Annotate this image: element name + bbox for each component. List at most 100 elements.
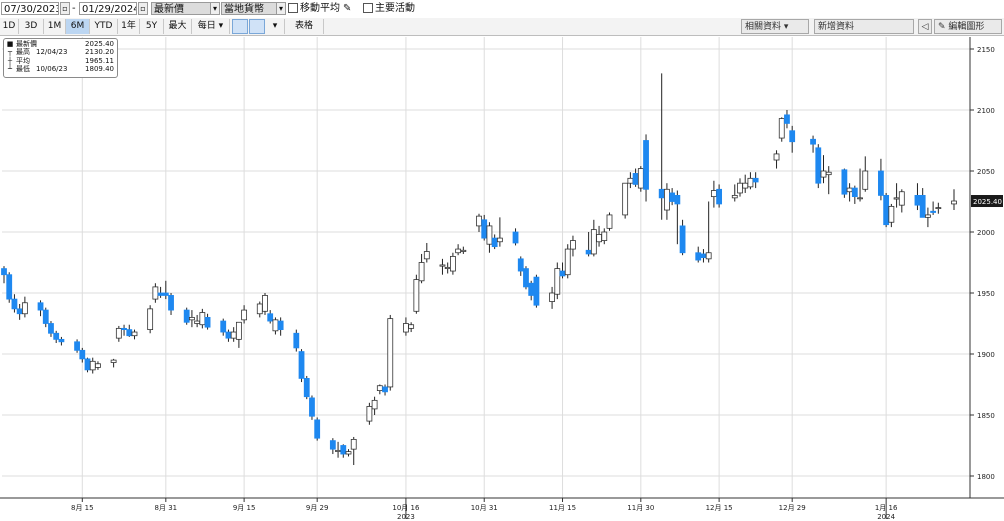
candle-body (820, 170, 827, 178)
candle-down (84, 357, 91, 373)
candle-body (737, 182, 743, 194)
candle-up (820, 155, 827, 184)
legend-value: 2130.20 (85, 48, 114, 57)
add-data-input[interactable]: 新增資料 (814, 19, 914, 34)
x-tick-label: 11月 15 (549, 504, 576, 512)
range-button-1m[interactable]: 1M (44, 19, 66, 34)
start-date-calendar-icon[interactable]: ▫ (60, 2, 70, 15)
chevron-down-icon: ▾ (218, 21, 224, 31)
candle-up (21, 296, 28, 318)
range-button-1d[interactable]: 1D (0, 19, 19, 34)
candle-down (914, 183, 921, 211)
candle-body (1, 268, 7, 276)
candle-down (382, 384, 388, 396)
candle-up (862, 156, 869, 192)
range-button-max[interactable]: 最大 (164, 19, 192, 34)
candle-up (935, 202, 942, 214)
chevron-down-icon[interactable]: ▾ (210, 2, 220, 15)
end-date-field[interactable]: 01/29/2024 (79, 2, 137, 15)
candle-up (241, 305, 248, 324)
chart-type-icon[interactable] (249, 19, 265, 34)
range-button-ytd[interactable]: YTD (90, 19, 118, 34)
candle-body (455, 248, 462, 254)
candle-body (131, 331, 138, 337)
candle-up (731, 184, 738, 202)
candlestick-chart-icon[interactable] (232, 19, 248, 34)
legend-value: 1965.11 (85, 56, 114, 65)
candle-body (241, 309, 248, 321)
candle-body (95, 363, 101, 368)
candle-up (131, 329, 138, 340)
candle-body (110, 359, 117, 363)
range-button-6m[interactable]: 6M (66, 19, 90, 34)
candle-down (340, 444, 347, 458)
related-data-select[interactable]: 相關資料 ▾ (741, 19, 809, 34)
x-tick-label: 10月 31 (471, 504, 498, 512)
candle-body (58, 338, 65, 343)
candle-body (846, 187, 853, 193)
end-date-calendar-icon[interactable]: ▫ (138, 2, 148, 15)
candle-body (476, 215, 482, 227)
candle-down (314, 417, 321, 441)
candle-up (627, 172, 634, 189)
candle-body (851, 187, 858, 198)
edit-chart-button[interactable]: ✎ 編輯圖形 (934, 19, 1002, 34)
price-chart[interactable]: 180018501900195020002050210021502025.40 … (0, 36, 1004, 521)
candle-body (256, 303, 263, 315)
candle-body (277, 320, 284, 330)
candle-down (528, 280, 535, 301)
candle-body (773, 153, 780, 161)
chevron-down-icon[interactable]: ▾ (276, 2, 286, 15)
candle-up (413, 274, 420, 314)
candle-down (298, 349, 305, 383)
pencil-icon[interactable]: ✎ (343, 3, 352, 14)
candle-down (784, 110, 790, 129)
price-type-select[interactable]: 最新價 (151, 2, 211, 15)
y-tick-label: 2050 (977, 168, 995, 176)
range-button-1y[interactable]: 1年 (118, 19, 140, 34)
frequency-select[interactable]: 每日 ▾ (192, 19, 230, 34)
candle-up (857, 168, 863, 202)
candle-body (742, 182, 749, 189)
candle-down (157, 286, 164, 298)
currency-select[interactable]: 當地貨幣 (221, 2, 277, 15)
candle-body (293, 332, 300, 349)
average-icon: ┼ (7, 56, 13, 65)
candle-body (235, 321, 242, 340)
candle-body (183, 309, 190, 323)
candle-body (789, 130, 796, 143)
candle-down (293, 329, 300, 352)
candle-body (376, 385, 383, 392)
undo-icon[interactable]: ◁ (918, 19, 932, 34)
x-tick-label: 8月 15 (71, 504, 94, 512)
legend-name: 最高 (16, 48, 30, 57)
chevron-down-icon[interactable]: ▾ (272, 21, 278, 31)
candle-down (559, 262, 566, 279)
candle-up (486, 222, 493, 253)
candle-up (262, 293, 268, 315)
candle-down (810, 135, 816, 153)
candle-body (11, 298, 18, 310)
candle-up (366, 402, 373, 425)
range-button-5y[interactable]: 5Y (140, 19, 164, 34)
candle-up (115, 325, 122, 342)
candle-body (752, 177, 759, 183)
table-button[interactable]: 表格 (284, 19, 324, 34)
candlesticks (1, 73, 957, 466)
candle-body (898, 191, 905, 206)
candle-body (486, 225, 493, 245)
legend-box[interactable]: ■ 最新價 2025.40 ┬ 最高 12/04/23 2130.20 ┼ 平均… (3, 38, 118, 78)
candle-up (622, 182, 629, 219)
events-checkbox[interactable] (363, 3, 373, 13)
candle-up (925, 207, 931, 228)
candle-body (194, 320, 201, 324)
last-value-label: 2025.40 (973, 198, 1002, 206)
candle-up (439, 258, 446, 275)
range-button-3d[interactable]: 3D (19, 19, 44, 34)
moving-average-checkbox[interactable] (288, 3, 298, 13)
start-date-field[interactable]: 07/30/2023 (1, 2, 59, 15)
candle-body (935, 207, 942, 210)
range-toolbar: 1D 3D 1M 6M YTD 1年 5Y 最大 每日 ▾ ▾ 表格 相關資料 … (0, 18, 1004, 36)
candle-up (345, 449, 352, 457)
year-label: 2024 (877, 513, 895, 521)
